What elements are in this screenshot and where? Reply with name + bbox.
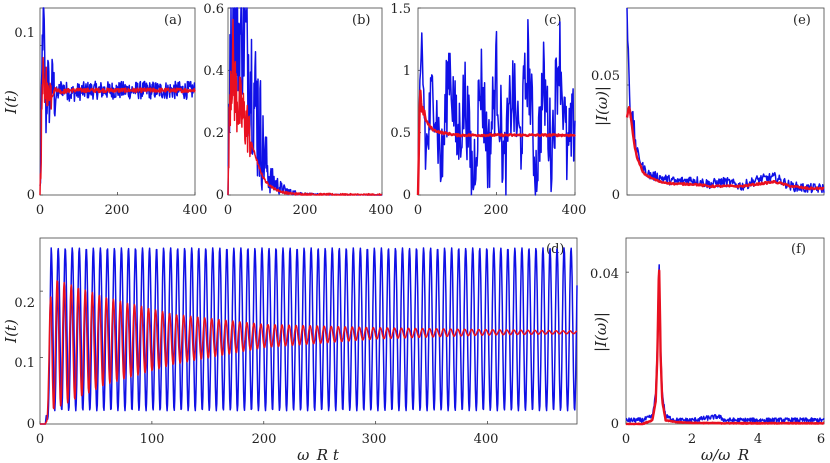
panel-e: (e) 0.05 0 |I(ω)| — [591, 7, 825, 203]
panel-c-xtick-400: 400 — [562, 203, 587, 218]
panel-b-xtick-200: 200 — [293, 203, 318, 218]
panel-d-ytick-0.1: 0.1 — [14, 356, 35, 371]
panel-c: (c) 1.5 1 0.5 0 0 200 400 — [390, 2, 586, 218]
panel-e-label: (e) — [793, 13, 811, 28]
panel-c-ytick-0: 0 — [403, 188, 411, 203]
panel-d-xtick-0: 0 — [36, 432, 44, 447]
panel-f-xtick-4: 4 — [754, 432, 762, 447]
panel-a-ylabel: I(t) — [2, 90, 20, 115]
panel-b-series-red — [227, 18, 383, 196]
panel-c-ytick-1: 1 — [403, 64, 411, 79]
panel-a-frame — [39, 7, 196, 196]
panel-f-xtick-0: 0 — [622, 432, 630, 447]
panel-d-series-blue — [39, 247, 578, 425]
panel-f-ytick-0: 0 — [611, 417, 619, 432]
panel-a-xtick-400: 400 — [183, 203, 208, 218]
panel-f-ytick-0.04: 0.04 — [590, 267, 619, 282]
panel-b-label: (b) — [352, 13, 370, 28]
panel-c-series-blue — [417, 19, 576, 196]
panel-d-xlabel: ω_R t — [297, 446, 340, 463]
panel-f-ylabel: |I(ω)| — [592, 312, 610, 352]
panel-a-xtick-200: 200 — [105, 203, 130, 218]
panel-b-xtick-400: 400 — [369, 203, 394, 218]
panel-b-ytick-0.6: 0.6 — [203, 2, 224, 17]
panel-a-series-blue — [39, 7, 196, 186]
panel-a: (a) 0.1 0 0 200 400 I(t) — [2, 7, 208, 218]
panel-b-ytick-0.4: 0.4 — [203, 64, 224, 79]
panel-c-ytick-0.5: 0.5 — [390, 126, 411, 141]
panel-c-ytick-1.5: 1.5 — [390, 2, 411, 17]
panel-d-ytick-0: 0 — [27, 417, 35, 432]
panel-a-ytick-0: 0 — [27, 188, 35, 203]
panel-d: (d) 0.2 0.1 0 0 100 200 300 400 I(t) ω_R… — [2, 237, 578, 463]
panel-a-ytick-0.1: 0.1 — [14, 26, 35, 41]
panel-d-ytick-0.2: 0.2 — [14, 296, 35, 311]
panel-c-label: (c) — [544, 13, 561, 28]
panel-b-ytick-0: 0 — [216, 188, 224, 203]
panel-b-xtick-0: 0 — [224, 203, 232, 218]
panel-e-series-red — [625, 106, 825, 191]
panel-e-ylabel: |I(ω)| — [593, 86, 611, 126]
panel-b-ytick-0.2: 0.2 — [203, 126, 224, 141]
panel-d-xtick-300: 300 — [362, 432, 387, 447]
panel-f-label: (f) — [791, 242, 806, 257]
panel-e-series-blue — [626, 7, 825, 194]
panel-f: (f) 0.04 0 0 2 4 6 |I(ω)| ω/ω_R — [590, 237, 825, 463]
panel-d-label: (d) — [546, 242, 564, 257]
panel-d-series-red — [39, 280, 578, 425]
panel-b: (b) 0.6 0.4 0.2 0 0 200 400 — [203, 2, 393, 218]
panel-a-xtick-0: 0 — [36, 203, 44, 218]
panel-f-xtick-6: 6 — [817, 432, 825, 447]
panel-d-xtick-200: 200 — [252, 432, 277, 447]
panel-e-ytick-0: 0 — [612, 188, 620, 203]
panel-c-series-red — [416, 89, 576, 196]
panel-f-xtick-2: 2 — [688, 432, 696, 447]
panel-c-xtick-200: 200 — [484, 203, 509, 218]
panel-a-series-red — [39, 56, 196, 196]
panel-b-series-blue — [227, 7, 383, 196]
panel-f-xlabel: ω/ω_R — [701, 446, 749, 463]
panel-f-series-red — [625, 269, 825, 426]
panel-d-ylabel: I(t) — [2, 319, 20, 344]
panel-c-xtick-0: 0 — [414, 203, 422, 218]
panel-d-xtick-400: 400 — [474, 432, 499, 447]
panel-e-frame — [626, 7, 825, 196]
panel-a-label: (a) — [164, 13, 182, 28]
panel-d-xtick-100: 100 — [140, 432, 165, 447]
panel-e-ytick-0.05: 0.05 — [591, 69, 620, 84]
